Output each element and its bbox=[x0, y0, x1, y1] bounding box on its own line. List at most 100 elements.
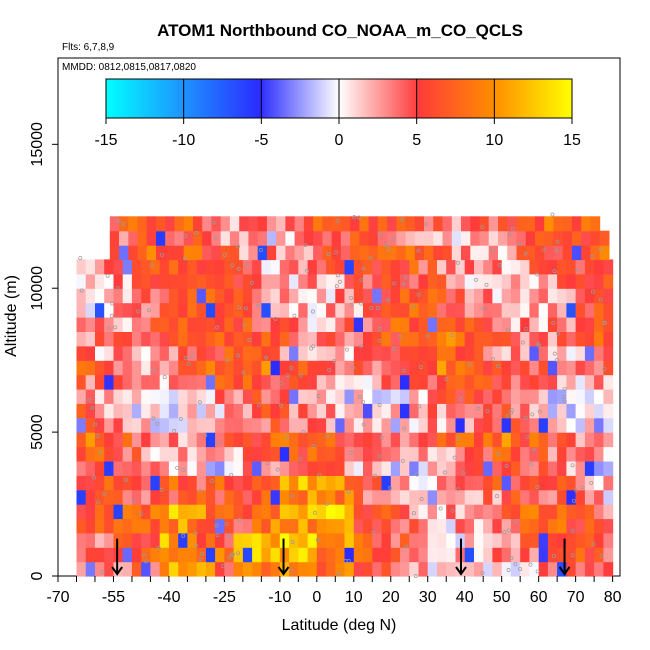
heatmap-cell bbox=[437, 547, 447, 563]
colorbar-tick-label: -5 bbox=[254, 132, 268, 149]
heatmap-cell bbox=[122, 417, 133, 433]
heatmap-cell bbox=[479, 245, 490, 261]
observation-point bbox=[327, 367, 332, 372]
heatmap-cell bbox=[141, 259, 151, 275]
heatmap-cell bbox=[584, 360, 595, 376]
heatmap-cell bbox=[424, 245, 434, 261]
heatmap-cell bbox=[483, 417, 493, 433]
heatmap-cell bbox=[409, 288, 420, 304]
heatmap-cell bbox=[575, 489, 586, 505]
heatmap-cell bbox=[544, 216, 554, 232]
heatmap-cell bbox=[279, 360, 290, 376]
heatmap-cell bbox=[603, 475, 614, 491]
heatmap-cell bbox=[104, 446, 114, 462]
heatmap-cell bbox=[233, 288, 244, 304]
flight-arrows bbox=[111, 538, 571, 576]
heatmap-cell bbox=[377, 216, 388, 232]
heatmap-cell bbox=[85, 317, 96, 332]
heatmap-cell bbox=[510, 547, 521, 563]
heatmap-cell bbox=[326, 561, 336, 577]
heatmap-cell bbox=[409, 302, 420, 318]
heatmap-cell bbox=[566, 360, 577, 376]
heatmap-cell bbox=[566, 374, 577, 390]
observation-point bbox=[284, 435, 289, 439]
heatmap-cell bbox=[381, 518, 392, 534]
heatmap-cell bbox=[131, 504, 142, 520]
heatmap-cell bbox=[335, 446, 346, 462]
heatmap-cell bbox=[215, 302, 225, 318]
observation-point bbox=[325, 501, 330, 506]
heatmap-cell bbox=[248, 245, 259, 261]
heatmap-cell bbox=[501, 345, 512, 361]
heatmap-cell bbox=[455, 518, 466, 534]
heatmap-cell bbox=[196, 374, 207, 390]
heatmap-cell bbox=[261, 259, 272, 275]
heatmap-cell bbox=[215, 475, 225, 491]
heatmap-cell bbox=[150, 475, 161, 491]
heatmap-cell bbox=[168, 504, 179, 520]
heatmap-cell bbox=[498, 230, 508, 246]
heatmap-cell bbox=[326, 518, 336, 534]
heatmap-cell bbox=[150, 288, 161, 304]
heatmap-cell bbox=[557, 432, 567, 448]
heatmap-cell bbox=[122, 317, 133, 332]
heatmap-cell bbox=[122, 489, 133, 505]
heatmap-cell bbox=[381, 317, 392, 332]
heatmap-cell bbox=[584, 417, 595, 433]
heatmap-cell bbox=[298, 345, 309, 361]
heatmap-cell bbox=[119, 216, 129, 232]
heatmap-cell bbox=[104, 273, 114, 289]
heatmap-cell bbox=[335, 460, 346, 476]
heatmap-cell bbox=[261, 475, 272, 491]
observation-point bbox=[416, 248, 421, 253]
heatmap-cell bbox=[113, 432, 124, 448]
x-axis: -70 -55 -40 -25 -10 0 10 20 30 40 50 60 70 80 bbox=[46, 576, 622, 606]
heatmap-cell bbox=[104, 259, 114, 275]
heatmap-cell bbox=[298, 504, 309, 520]
heatmap-cell bbox=[279, 547, 290, 563]
heatmap-cell bbox=[520, 532, 530, 548]
heatmap-cell bbox=[131, 331, 142, 347]
heatmap-cell bbox=[95, 317, 105, 332]
heatmap-cell bbox=[85, 432, 96, 448]
heatmap-cell bbox=[483, 432, 493, 448]
heatmap-cell bbox=[307, 388, 318, 404]
heatmap-cell bbox=[229, 245, 240, 261]
heatmap-cell bbox=[520, 288, 530, 304]
heatmap-cell bbox=[298, 489, 309, 505]
observation-point bbox=[524, 326, 529, 331]
heatmap-cell bbox=[224, 417, 235, 433]
heatmap-cell bbox=[252, 532, 262, 548]
observation-point bbox=[425, 333, 430, 338]
heatmap-cell bbox=[344, 345, 355, 361]
heatmap-cell bbox=[437, 446, 447, 462]
heatmap-cell bbox=[285, 245, 296, 261]
observation-point bbox=[371, 530, 376, 535]
heatmap-cell bbox=[159, 331, 170, 347]
x-axis-label: Latitude (deg N) bbox=[282, 617, 397, 634]
heatmap-cell bbox=[464, 475, 475, 491]
heatmap-cell bbox=[316, 518, 327, 534]
heatmap-cell bbox=[289, 259, 299, 275]
observation-point bbox=[444, 377, 449, 382]
heatmap-cell bbox=[298, 403, 309, 419]
heatmap-cell bbox=[427, 273, 438, 289]
heatmap-cell bbox=[510, 403, 521, 419]
heatmap-cell bbox=[594, 518, 604, 534]
heatmap-cell bbox=[233, 403, 244, 419]
observation-point bbox=[537, 409, 542, 414]
heatmap-cell bbox=[215, 417, 225, 433]
observation-point bbox=[298, 456, 303, 461]
observation-point bbox=[172, 429, 177, 433]
heatmap-cell bbox=[85, 288, 96, 304]
heatmap-cell bbox=[215, 317, 225, 332]
heatmap-cell bbox=[437, 259, 447, 275]
heatmap-cell bbox=[520, 432, 530, 448]
heatmap-cell bbox=[289, 532, 299, 548]
heatmap-cell bbox=[529, 547, 540, 563]
heatmap-cell bbox=[242, 259, 253, 275]
observation-point bbox=[455, 437, 460, 441]
heatmap-cell bbox=[363, 518, 373, 534]
heatmap-cell bbox=[575, 331, 586, 347]
heatmap-cell bbox=[165, 230, 175, 246]
